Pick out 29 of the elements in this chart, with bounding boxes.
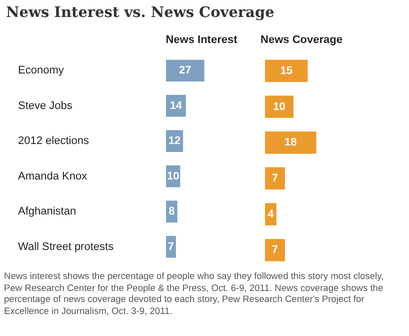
data-label: 27 [179, 64, 192, 77]
y-tick-label: Steve Jobs [18, 100, 73, 112]
data-label: 12 [168, 135, 181, 148]
y-tick-label: Economy [18, 64, 64, 77]
bar [265, 238, 285, 262]
y-tick-label: 2012 elections [18, 135, 90, 148]
chart-title: News Coverage [260, 34, 342, 46]
data-label: 18 [284, 136, 297, 149]
data-label: 10 [273, 100, 286, 113]
data-label: 7 [272, 244, 278, 256]
text: News Interest vs. News Coverage [5, 3, 276, 23]
chart-title: News Interest [166, 34, 238, 46]
bar [265, 60, 308, 82]
data-label: 14 [170, 100, 183, 112]
bar [265, 203, 276, 226]
y-tick-label: Wall Street protests [18, 240, 114, 253]
data-label: 15 [280, 64, 292, 77]
data-label: 4 [268, 208, 275, 220]
text: News interest shows the percentage of people who say they followed this story most closely, Pew Research Center for the People & the Press, Oct. 6-9, 2011. News coverage shows the percentage of news coverage devoted to each story, Pew Research Center's Project for Excellence in Journalism, Oct. 3-9, 2011. [3, 271, 385, 317]
data-label: 7 [272, 172, 278, 184]
y-tick-label: Afghanistan [18, 206, 76, 218]
bar [265, 131, 316, 154]
bar [265, 96, 294, 118]
data-label: 8 [168, 206, 175, 218]
bar [265, 167, 285, 190]
data-label: 7 [168, 240, 174, 253]
data-label: 10 [166, 170, 180, 182]
bar [166, 60, 204, 82]
y-tick-label: Amanda Knox [18, 170, 88, 182]
